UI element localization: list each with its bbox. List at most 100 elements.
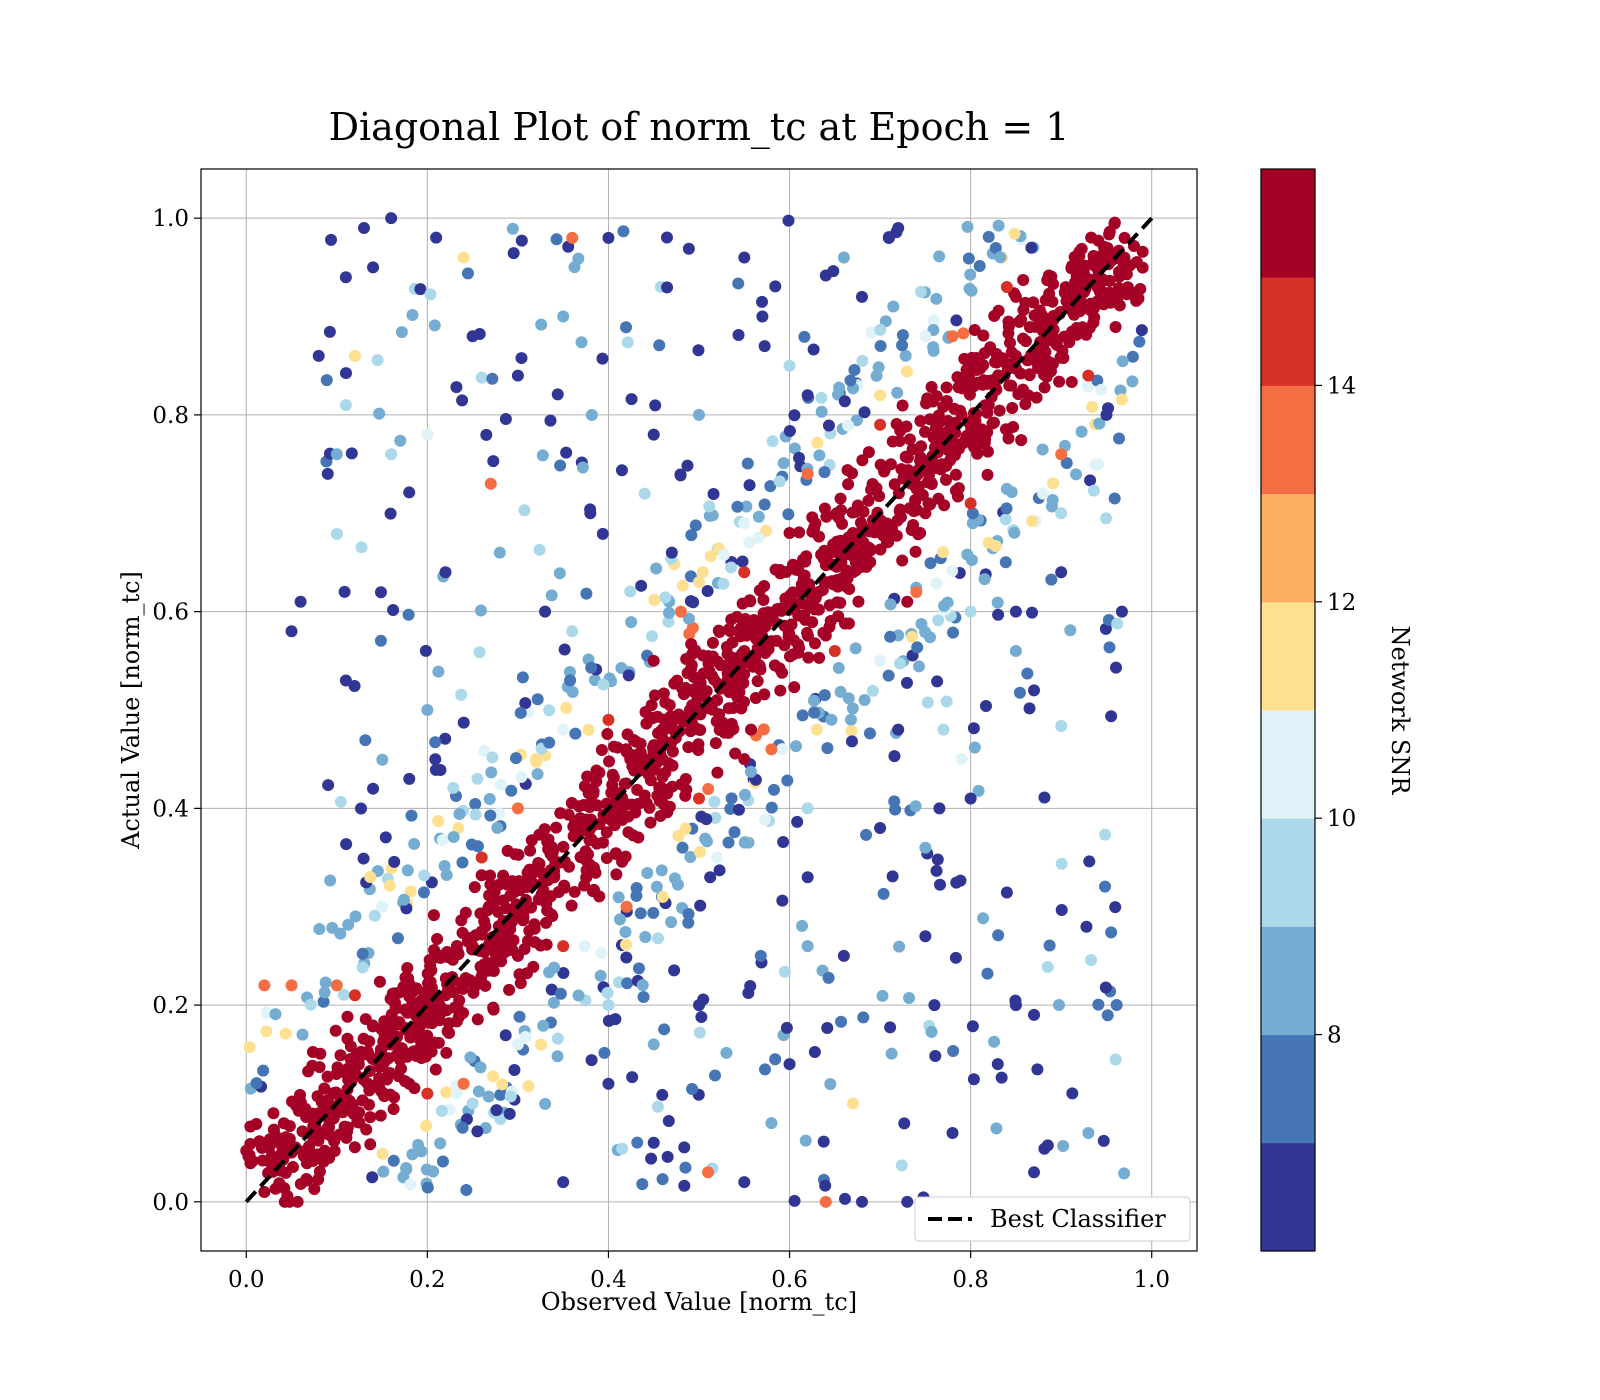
outlier-point (439, 732, 452, 745)
density-point (603, 755, 616, 768)
halo-point (766, 435, 779, 448)
density-point (328, 1144, 341, 1157)
halo-point (641, 867, 654, 880)
outlier-point (968, 741, 981, 754)
halo-point (796, 709, 809, 722)
halo-point (318, 986, 331, 999)
halo-point (420, 1163, 433, 1176)
density-point (528, 918, 541, 931)
halo-point (304, 998, 317, 1011)
outlier-point (909, 800, 922, 813)
density-point (813, 530, 826, 543)
outlier-point (681, 459, 694, 472)
scatter-point (946, 1126, 959, 1139)
density-point (279, 1131, 292, 1144)
scatter-point (693, 576, 705, 589)
halo-point (927, 341, 940, 354)
halo-point (846, 702, 859, 715)
halo-point (1112, 432, 1125, 445)
scatter-point (1037, 487, 1050, 500)
y-tick-label: 0.2 (152, 993, 189, 1019)
outlier-point (376, 753, 389, 766)
halo-point (894, 657, 907, 670)
scatter-point (511, 1038, 524, 1051)
density-point (878, 463, 891, 476)
halo-point (788, 442, 801, 455)
halo-point (825, 713, 838, 726)
outlier-point (379, 831, 392, 844)
x-tick-label: 1.0 (1133, 1267, 1170, 1293)
outlier-point (455, 688, 468, 701)
halo-point (440, 868, 453, 881)
halo-point (930, 577, 943, 590)
scatter-point (312, 1107, 325, 1120)
outlier-point (678, 1141, 691, 1154)
density-point (363, 1035, 376, 1048)
halo-point (1089, 458, 1102, 471)
outlier-point (732, 277, 745, 290)
outlier-point (373, 407, 386, 420)
halo-point (999, 513, 1012, 526)
density-point (1121, 281, 1134, 294)
outlier-point (636, 979, 649, 992)
halo-point (808, 706, 821, 719)
density-point (1136, 245, 1149, 258)
density-point (632, 798, 645, 811)
scatter-point (557, 723, 570, 736)
scatter-point (982, 536, 995, 549)
outlier-point (1097, 1134, 1110, 1147)
outlier-point (1045, 573, 1058, 586)
halo-point (884, 630, 897, 643)
outlier-point (355, 802, 368, 815)
halo-point (911, 641, 924, 654)
halo-point (743, 536, 756, 549)
density-point (981, 468, 994, 481)
density-point (432, 1036, 445, 1049)
scatter-point (892, 723, 905, 736)
scatter-point (484, 477, 497, 490)
density-point (401, 962, 414, 975)
density-point (842, 478, 855, 491)
colorbar-band (1261, 1142, 1315, 1252)
outlier-point (1043, 939, 1056, 952)
scatter-point (955, 408, 968, 421)
halo-point (400, 1163, 413, 1176)
scatter-point (738, 566, 751, 579)
halo-point (388, 855, 401, 868)
halo-point (368, 909, 381, 922)
halo-point (356, 947, 369, 960)
scatter-point (756, 310, 769, 323)
outlier-point (1110, 998, 1123, 1011)
colorbar-label: Network SNR (1386, 626, 1414, 796)
density-point (443, 1026, 456, 1039)
density-point (593, 890, 606, 903)
halo-point (858, 693, 871, 706)
outlier-point (544, 414, 557, 427)
halo-point (484, 809, 497, 822)
outlier-point (758, 340, 771, 353)
outlier-point (348, 680, 361, 693)
halo-point (1008, 227, 1021, 240)
outlier-point (661, 281, 674, 294)
halo-point (364, 870, 377, 883)
outlier-point (474, 604, 487, 617)
x-tick-label: 0.6 (771, 1267, 808, 1293)
density-point (1003, 379, 1016, 392)
density-point (774, 684, 787, 697)
halo-point (1086, 400, 1099, 413)
density-point (801, 626, 814, 639)
outlier-point (732, 329, 745, 342)
density-point (956, 382, 969, 395)
density-point (657, 687, 670, 700)
density-point (909, 545, 922, 558)
scatter-point (1064, 290, 1077, 303)
scatter-point (1082, 1126, 1095, 1139)
halo-point (515, 770, 528, 783)
scatter-point (1055, 566, 1068, 579)
density-point (1103, 228, 1116, 241)
halo-point (740, 500, 753, 513)
density-point (976, 378, 989, 391)
halo-point (848, 363, 861, 376)
outlier-point (990, 1122, 1003, 1135)
outlier-point (330, 528, 343, 541)
